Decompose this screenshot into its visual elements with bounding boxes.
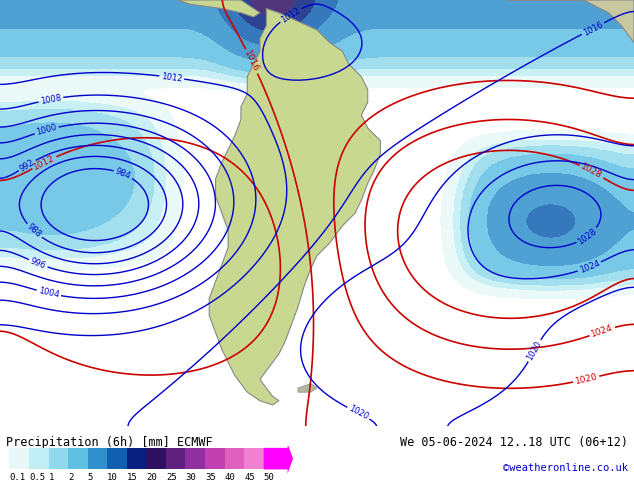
Text: 1016: 1016 <box>581 20 604 37</box>
Bar <box>166 448 186 469</box>
Text: 1020: 1020 <box>526 340 543 362</box>
Bar <box>205 448 224 469</box>
Text: 1008: 1008 <box>40 93 62 106</box>
Text: 1012: 1012 <box>161 72 183 83</box>
Text: 50: 50 <box>264 473 275 482</box>
Text: 10: 10 <box>107 473 118 482</box>
Text: 1016: 1016 <box>243 49 261 74</box>
Text: 988: 988 <box>25 222 43 240</box>
Text: 1012: 1012 <box>32 153 56 172</box>
Bar <box>186 448 205 469</box>
Text: 1024: 1024 <box>578 259 601 275</box>
Text: 2: 2 <box>68 473 74 482</box>
Text: 1024: 1024 <box>590 323 614 339</box>
Bar <box>68 448 87 469</box>
Bar <box>10 448 29 469</box>
Text: 992: 992 <box>18 157 36 173</box>
Text: ©weatheronline.co.uk: ©weatheronline.co.uk <box>503 463 628 473</box>
Text: 15: 15 <box>127 473 138 482</box>
Text: 45: 45 <box>244 473 255 482</box>
Bar <box>49 448 68 469</box>
Text: 1000: 1000 <box>36 123 58 137</box>
Bar <box>107 448 127 469</box>
Text: 1012: 1012 <box>279 5 302 24</box>
Bar <box>127 448 146 469</box>
Text: 1004: 1004 <box>37 287 60 300</box>
Bar <box>146 448 166 469</box>
Text: We 05-06-2024 12..18 UTC (06+12): We 05-06-2024 12..18 UTC (06+12) <box>399 436 628 449</box>
Text: 996: 996 <box>29 256 47 270</box>
Text: 1020: 1020 <box>574 372 598 386</box>
Text: 35: 35 <box>205 473 216 482</box>
Polygon shape <box>298 384 317 392</box>
Text: 1028: 1028 <box>579 162 604 181</box>
Bar <box>87 448 107 469</box>
Text: 984: 984 <box>114 167 133 181</box>
FancyArrow shape <box>264 443 293 474</box>
Text: 5: 5 <box>87 473 93 482</box>
Text: Precipitation (6h) [mm] ECMWF: Precipitation (6h) [mm] ECMWF <box>6 436 213 449</box>
Text: 25: 25 <box>166 473 177 482</box>
Text: 0.1: 0.1 <box>10 473 25 482</box>
Text: 1: 1 <box>49 473 54 482</box>
Polygon shape <box>178 0 260 17</box>
Bar <box>29 448 49 469</box>
Text: 1028: 1028 <box>576 226 598 246</box>
Text: 30: 30 <box>186 473 196 482</box>
Bar <box>224 448 244 469</box>
Text: 20: 20 <box>146 473 157 482</box>
Polygon shape <box>209 8 380 405</box>
Bar <box>244 448 264 469</box>
Text: 0.5: 0.5 <box>29 473 45 482</box>
Text: 40: 40 <box>224 473 235 482</box>
Text: 1020: 1020 <box>347 404 370 422</box>
Polygon shape <box>507 0 634 43</box>
